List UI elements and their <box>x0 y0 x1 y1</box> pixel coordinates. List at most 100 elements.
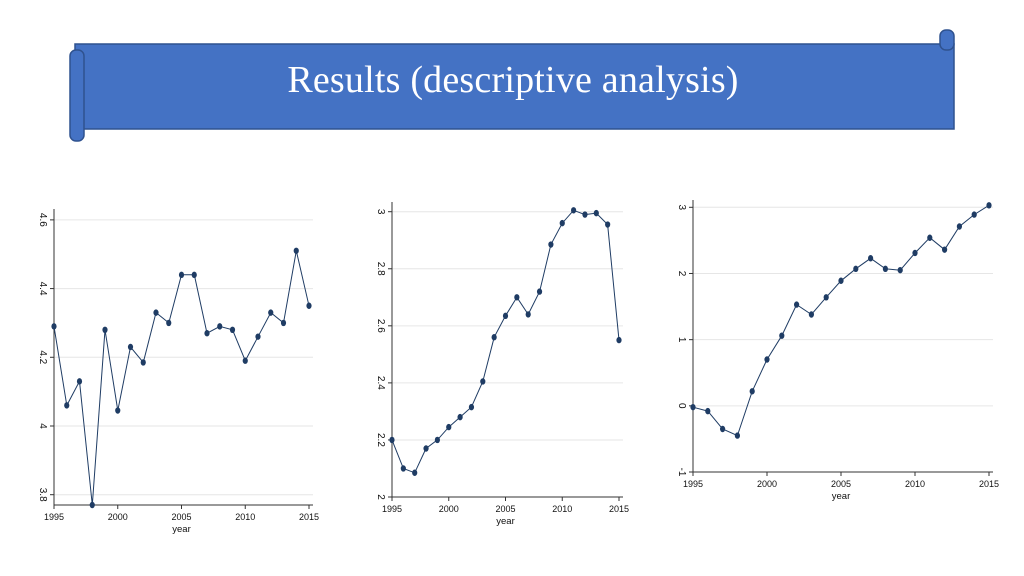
data-point <box>593 209 599 217</box>
line-chart-3: -1 0 1 2 3 1995 2000 2005 2010 2015 year <box>676 200 999 502</box>
data-point <box>956 223 962 230</box>
data-point <box>690 403 696 411</box>
x-tick-label: 2005 <box>171 512 191 522</box>
data-point <box>749 388 755 395</box>
title-banner: Results (descriptive analysis) <box>0 0 1024 160</box>
data-point <box>808 311 814 318</box>
x-tick-label: 1995 <box>44 512 64 522</box>
x-tick-label: 2005 <box>495 504 515 514</box>
data-point <box>548 241 554 248</box>
data-point <box>115 407 121 414</box>
data-point <box>853 265 859 273</box>
data-point <box>217 323 223 330</box>
data-point <box>89 501 95 509</box>
x-tick-label: 1995 <box>683 479 703 489</box>
data-point <box>927 234 933 241</box>
data-point <box>178 271 185 279</box>
data-point <box>897 266 903 274</box>
chart-panel-3: -1 0 1 2 3 1995 2000 2005 2010 2015 year <box>653 186 1000 519</box>
chart-panel-2: 2 2.2 2.4 2.6 2.8 3 1995 2000 2005 2010 2015 year <box>362 186 629 546</box>
data-point <box>268 309 274 316</box>
series-line <box>692 204 990 437</box>
data-point <box>412 469 418 476</box>
y-tick-label: 4.6 <box>37 213 48 227</box>
data-point <box>779 332 785 339</box>
data-point <box>986 202 992 209</box>
x-tick-label: 2005 <box>831 479 851 489</box>
data-point <box>794 301 800 308</box>
y-tick-label: 2.2 <box>375 433 386 447</box>
x-tick-label: 1995 <box>382 504 402 514</box>
y-tick-label: 2.4 <box>375 376 386 390</box>
data-point <box>242 357 248 364</box>
y-tick-label: 1 <box>676 337 687 343</box>
data-point <box>229 326 236 333</box>
data-point <box>502 312 509 320</box>
x-axis-title: year <box>172 524 190 535</box>
y-tick-label: 3 <box>375 209 386 215</box>
x-tick-label: 2000 <box>108 512 128 522</box>
y-tick-label: 4 <box>37 423 48 429</box>
data-point <box>446 423 452 431</box>
data-point <box>720 425 726 433</box>
data-point <box>166 319 172 327</box>
line-chart-1: 3.8 4 4.2 4.4 4.6 1995 2000 2005 2010 2015 year <box>37 209 319 535</box>
x-tick-label: 2010 <box>235 512 255 522</box>
data-point <box>51 323 57 330</box>
data-point <box>400 465 406 472</box>
data-point <box>434 436 440 444</box>
y-tick-label: 2 <box>676 271 687 277</box>
x-axis-title: year <box>496 516 514 527</box>
data-point <box>582 211 588 218</box>
x-tick-label: 2000 <box>757 479 777 489</box>
data-point <box>204 330 210 337</box>
data-point <box>280 319 287 327</box>
data-point <box>705 407 711 415</box>
x-tick-label: 2000 <box>439 504 459 514</box>
data-point <box>971 211 977 218</box>
line-chart-2: 2 2.2 2.4 2.6 2.8 3 1995 2000 2005 2010 2015 year <box>375 202 629 527</box>
y-tick-label: 3 <box>676 205 687 211</box>
slide-title: Results (descriptive analysis) <box>287 59 739 101</box>
data-point <box>423 445 429 452</box>
banner-scroll-shape <box>69 29 955 142</box>
data-point <box>127 343 134 351</box>
x-tick-label: 2010 <box>905 479 925 489</box>
data-point <box>838 277 844 284</box>
series-line <box>391 209 620 474</box>
data-point <box>559 219 565 227</box>
data-point <box>140 359 146 366</box>
y-tick-label: -1 <box>676 468 687 477</box>
y-tick-label: 4.2 <box>37 350 48 364</box>
y-tick-label: 3.8 <box>37 488 48 502</box>
data-point <box>882 265 888 273</box>
x-tick-label: 2010 <box>552 504 572 514</box>
data-point <box>734 432 740 439</box>
x-tick-label: 2015 <box>609 504 629 514</box>
data-point <box>480 378 486 385</box>
data-point <box>823 294 829 301</box>
data-point <box>571 207 577 214</box>
data-point <box>468 403 475 411</box>
data-point <box>389 436 395 444</box>
data-point <box>616 336 622 344</box>
data-point <box>306 302 312 309</box>
data-point <box>514 294 520 301</box>
data-point <box>764 356 770 363</box>
data-point <box>102 326 108 333</box>
data-point <box>293 247 299 254</box>
data-point <box>491 334 497 341</box>
data-point <box>942 246 948 253</box>
x-axis-title: year <box>832 491 850 502</box>
data-point <box>605 221 611 228</box>
data-point <box>912 249 918 257</box>
y-tick-label: 2 <box>375 494 386 500</box>
data-point <box>153 309 159 316</box>
x-tick-label: 2015 <box>299 512 319 522</box>
data-point <box>536 288 543 295</box>
y-tick-label: 2.6 <box>375 319 386 333</box>
x-tick-label: 2015 <box>979 479 999 489</box>
data-point <box>457 413 463 421</box>
y-tick-label: 2.8 <box>375 262 386 276</box>
y-tick-label: 4.4 <box>37 282 48 296</box>
